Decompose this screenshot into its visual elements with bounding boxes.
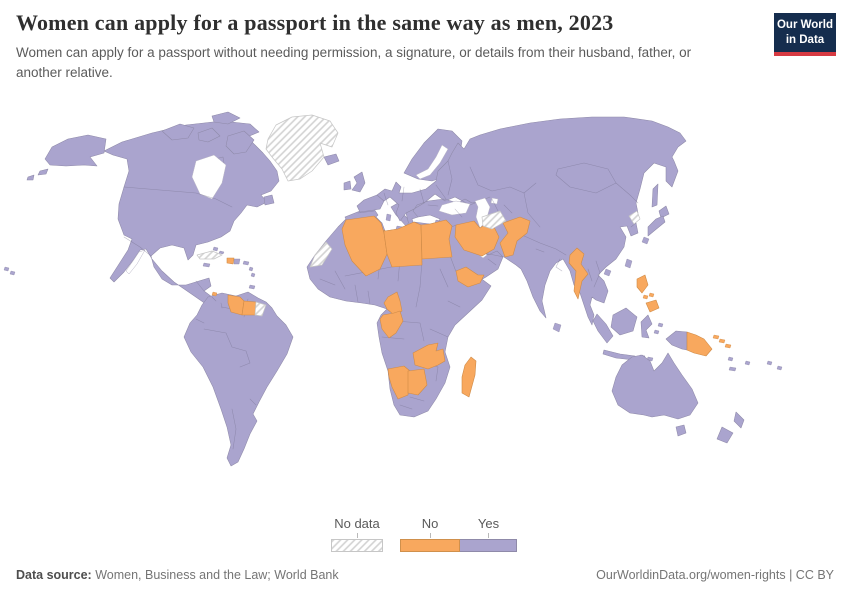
country-north-korea[interactable] [628,210,641,225]
gulf-of-california [125,249,146,275]
chart-subtitle: Women can apply for a passport without n… [16,45,692,80]
country-iran[interactable] [454,220,500,257]
country-botswana[interactable] [407,368,428,396]
owid-logo-line2: in Data [785,33,825,46]
country-libya[interactable] [383,221,423,268]
country-papua-new-guinea[interactable] [686,331,713,357]
owid-link[interactable]: OurWorldinData.org/women-rights [596,568,786,582]
country-uk[interactable] [351,171,366,193]
country-france[interactable] [356,194,385,213]
country-yemen[interactable] [455,266,485,288]
map-legend: No data No Yes [0,516,850,556]
legend-tick [357,533,358,538]
country-haiti[interactable] [226,257,235,265]
countries-no[interactable] [211,215,732,400]
owid-logo[interactable]: Our World in Data [774,13,836,56]
country-iceland [323,153,340,166]
footer-separator: | [785,568,796,582]
country-cuba[interactable] [196,250,223,260]
country-japan[interactable] [658,205,670,219]
country-philippines-mindanao[interactable] [645,299,660,313]
legend-tick [430,533,431,538]
license-cc-by[interactable]: CC BY [795,568,834,582]
land-yes[interactable] [3,111,783,467]
region-north-america[interactable] [103,120,280,322]
data-source-label: Data source: [16,568,92,582]
legend-swatch-no[interactable] [400,539,460,552]
baltic-sea [415,144,449,180]
country-algeria[interactable] [341,215,388,277]
country-western-sahara[interactable] [309,241,333,268]
legend-tick [488,533,489,538]
black-sea [438,200,471,216]
country-namibia[interactable] [387,365,411,400]
legend-label-no-data: No data [334,516,380,531]
country-new-zealand[interactable] [733,411,745,429]
country-alaska[interactable] [44,134,107,167]
data-source: Data source: Women, Business and the Law… [16,568,339,582]
country-pakistan[interactable] [499,216,531,258]
seas [125,144,499,275]
hudson-bay [191,154,227,200]
country-borders [123,160,639,450]
page-title: Women can apply for a passport in the sa… [16,10,614,35]
countries-no-data[interactable] [196,114,641,317]
country-solomon-islands[interactable] [712,334,720,340]
country-hawaii [3,266,10,272]
country-australia[interactable] [611,352,699,420]
chart-footer: Data source: Women, Business and the Law… [16,568,834,582]
island-borneo [610,307,638,336]
country-egypt[interactable] [420,219,453,260]
country-philippines[interactable] [636,274,649,294]
owid-logo-line1: Our World [776,19,833,31]
country-suriname[interactable] [241,300,257,316]
footer-attribution: OurWorldinData.org/women-rights | CC BY [596,568,834,582]
legend-swatch-no-data[interactable] [331,539,383,552]
country-myanmar[interactable] [568,247,589,300]
country-french-guiana[interactable] [254,301,267,317]
world-map-svg[interactable] [0,108,850,510]
region-south-america[interactable] [183,291,294,467]
country-greenland[interactable] [265,114,339,182]
country-zambia-malawi[interactable] [412,342,446,370]
country-madagascar[interactable] [461,356,477,398]
data-source-value: Women, Business and the Law; World Bank [91,568,339,582]
country-turkmenistan[interactable] [481,210,507,230]
country-gabon-congo[interactable] [379,310,404,339]
country-indonesia[interactable] [592,313,614,344]
legend-swatch-yes[interactable] [460,539,517,552]
legend-label-yes: Yes [477,516,500,531]
world-map[interactable] [0,108,850,510]
legend-label-no: No [421,516,439,531]
chart-header: Women can apply for a passport in the sa… [16,10,756,83]
